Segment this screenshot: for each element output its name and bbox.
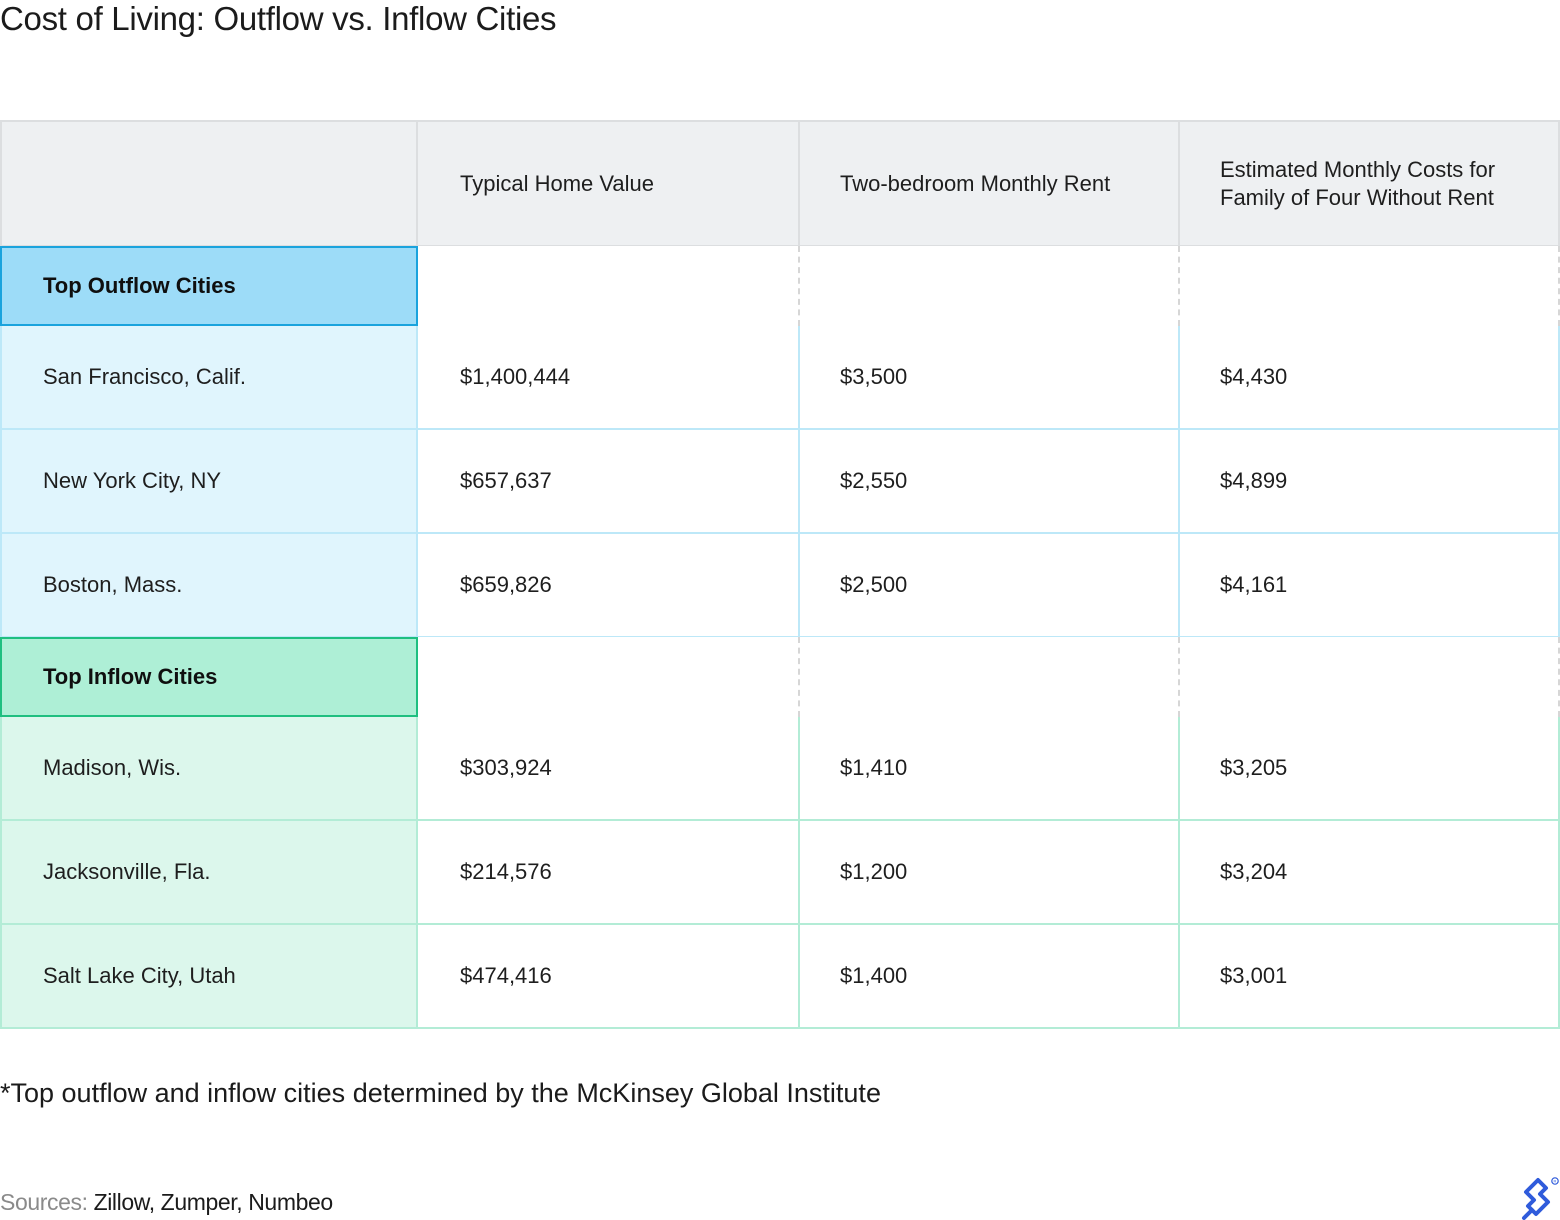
group-empty-cell [1180, 246, 1560, 326]
home-value-cell: $474,416 [418, 925, 800, 1029]
table-header-row: Typical Home Value Two-bedroom Monthly R… [0, 120, 1560, 247]
monthly-costs-cell: $3,001 [1180, 925, 1560, 1029]
city-cell: Salt Lake City, Utah [0, 925, 418, 1029]
rent-cell: $2,550 [800, 430, 1180, 534]
monthly-costs-cell: $4,430 [1180, 326, 1560, 430]
group-empty-cell [418, 246, 800, 326]
sources-line: Sources: Zillow, Zumper, Numbeo [0, 1189, 333, 1216]
header-cell-home-value: Typical Home Value [418, 120, 800, 247]
rent-cell: $1,410 [800, 717, 1180, 821]
group-label-outflow: Top Outflow Cities [0, 246, 418, 326]
group-label-inflow: Top Inflow Cities [0, 637, 418, 717]
home-value-cell: $214,576 [418, 821, 800, 925]
rent-cell: $1,400 [800, 925, 1180, 1029]
svg-text:R: R [1554, 1179, 1557, 1184]
sources-value: Zillow, Zumper, Numbeo [93, 1189, 334, 1215]
home-value-cell: $659,826 [418, 534, 800, 638]
monthly-costs-cell: $4,161 [1180, 534, 1560, 638]
home-value-cell: $657,637 [418, 430, 800, 534]
rent-cell: $3,500 [800, 326, 1180, 430]
sources-label: Sources: [0, 1189, 88, 1215]
city-cell: San Francisco, Calif. [0, 326, 418, 430]
rent-cell: $2,500 [800, 534, 1180, 638]
rent-cell: $1,200 [800, 821, 1180, 925]
header-cell-monthly-costs: Estimated Monthly Costs for Family of Fo… [1180, 120, 1560, 247]
header-cell-monthly-rent: Two-bedroom Monthly Rent [800, 120, 1180, 247]
city-cell: Madison, Wis. [0, 717, 418, 821]
city-cell: Jacksonville, Fla. [0, 821, 418, 925]
footnote: *Top outflow and inflow cities determine… [0, 1078, 881, 1108]
monthly-costs-cell: $3,205 [1180, 717, 1560, 821]
monthly-costs-cell: $3,204 [1180, 821, 1560, 925]
city-cell: New York City, NY [0, 430, 418, 534]
toptal-logo-icon: R [1520, 1176, 1560, 1220]
group-empty-cell [1180, 637, 1560, 717]
header-cell-empty [0, 120, 418, 247]
group-empty-cell [800, 246, 1180, 326]
home-value-cell: $1,400,444 [418, 326, 800, 430]
city-cell: Boston, Mass. [0, 534, 418, 638]
group-empty-cell [800, 637, 1180, 717]
page-title: Cost of Living: Outflow vs. Inflow Citie… [0, 0, 557, 37]
group-empty-cell [418, 637, 800, 717]
home-value-cell: $303,924 [418, 717, 800, 821]
monthly-costs-cell: $4,899 [1180, 430, 1560, 534]
